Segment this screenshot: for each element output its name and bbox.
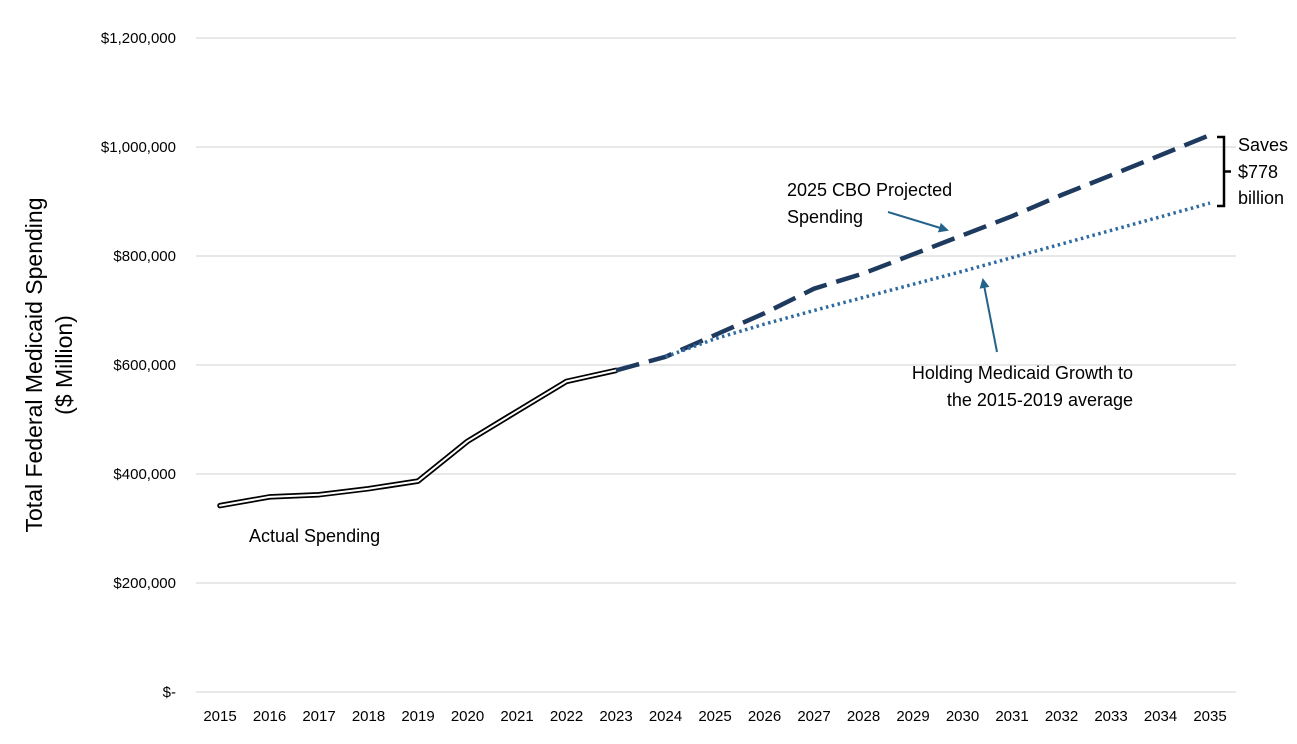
series-lines — [217, 132, 1211, 509]
annotation-saves-line2: $778 — [1238, 162, 1278, 182]
x-tick-label: 2030 — [946, 708, 979, 725]
x-tick-label: 2026 — [748, 708, 781, 725]
y-tick-label: $400,000 — [113, 466, 176, 483]
x-tick-label: 2027 — [797, 708, 830, 725]
series-line-actual-inner — [219, 369, 617, 507]
x-axis-ticks: 2015 2016 2017 2018 2019 2020 2021 2022 2023 2024… — [203, 708, 1226, 725]
x-tick-label: 2017 — [302, 708, 335, 725]
annotation-holding-line2: the 2015-2019 average — [947, 390, 1133, 410]
y-axis-unit-label: ($ Million) — [51, 315, 77, 415]
x-tick-label: 2016 — [253, 708, 286, 725]
y-tick-label: $1,200,000 — [101, 30, 176, 47]
annotation-holding-line1: Holding Medicaid Growth to — [912, 363, 1133, 383]
series-line-cbo-projected — [615, 132, 1211, 373]
x-tick-label: 2031 — [995, 708, 1028, 725]
savings-bracket — [1217, 135, 1231, 208]
x-tick-label: 2025 — [698, 708, 731, 725]
x-tick-label: 2021 — [500, 708, 533, 725]
annotation-saves-line3: billion — [1238, 188, 1284, 208]
x-tick-label: 2034 — [1144, 708, 1177, 725]
y-tick-label: $600,000 — [113, 357, 176, 374]
y-tick-label: $1,000,000 — [101, 139, 176, 156]
annotation-cbo-line1: 2025 CBO Projected — [787, 180, 952, 200]
x-tick-label: 2033 — [1094, 708, 1127, 725]
x-tick-label: 2035 — [1193, 708, 1226, 725]
x-tick-label: 2022 — [550, 708, 583, 725]
cbo-callout-arrow — [887, 211, 949, 233]
holding-callout-arrow — [979, 278, 998, 353]
y-tick-label: $800,000 — [113, 248, 176, 265]
x-tick-label: 2019 — [401, 708, 434, 725]
series-line-actual-outer — [217, 367, 619, 509]
gridlines — [196, 37, 1236, 693]
x-tick-label: 2028 — [847, 708, 880, 725]
y-axis-ticks: $- $200,000 $400,000 $600,000 $800,000 $1,000… — [101, 30, 176, 701]
x-tick-label: 2020 — [451, 708, 484, 725]
series-line-holding-growth — [664, 201, 1211, 359]
y-tick-label: $200,000 — [113, 575, 176, 592]
x-tick-label: 2029 — [896, 708, 929, 725]
x-tick-label: 2018 — [352, 708, 385, 725]
x-tick-label: 2032 — [1045, 708, 1078, 725]
x-tick-label: 2024 — [649, 708, 682, 725]
annotation-cbo-line2: Spending — [787, 207, 863, 227]
x-tick-label: 2015 — [203, 708, 236, 725]
annotation-actual-spending: Actual Spending — [249, 526, 380, 546]
y-axis-label: Total Federal Medicaid Spending — [21, 198, 47, 533]
y-tick-label: $- — [163, 684, 176, 701]
annotation-saves-line1: Saves — [1238, 135, 1288, 155]
x-tick-label: 2023 — [599, 708, 632, 725]
